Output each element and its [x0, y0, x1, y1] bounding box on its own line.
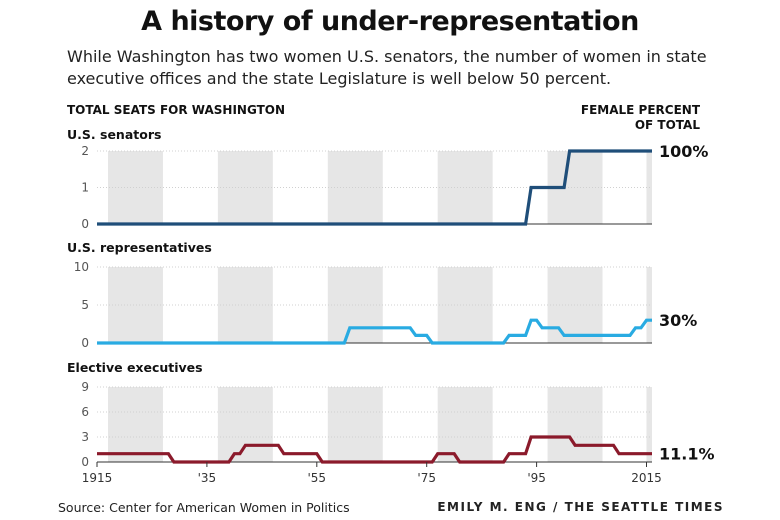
chart-title: A history of under-representation [141, 6, 639, 37]
executives-shaded-band-2 [327, 387, 383, 462]
source-note: Source: Center for American Women in Pol… [58, 500, 350, 515]
x-tick-label-5: 2015 [631, 471, 662, 485]
representatives-shaded-band-4 [547, 267, 603, 343]
representatives-y-tick-2: 10 [74, 260, 89, 274]
x-tick-label-1: '35 [198, 471, 217, 485]
right-header-line-2: OF TOTAL [635, 118, 701, 132]
senators-y-tick-1: 1 [81, 181, 89, 195]
right-header-line-1: FEMALE PERCENT [581, 103, 701, 117]
representatives-shaded-band-0 [107, 267, 163, 343]
representatives-y-tick-0: 0 [81, 336, 89, 350]
senators-panel-title: U.S. senators [67, 127, 161, 142]
senators-y-tick-0: 0 [81, 217, 89, 231]
executives-y-tick-2: 6 [81, 405, 89, 419]
x-tick-label-3: '75 [417, 471, 436, 485]
x-tick-label-0: 1915 [82, 471, 113, 485]
senators-end-label: 100% [659, 142, 708, 161]
senators-shaded-band-3 [437, 151, 493, 224]
executives-shaded-band-5 [646, 387, 652, 462]
executives-y-tick-1: 3 [81, 430, 89, 444]
executives-shaded-band-4 [547, 387, 603, 462]
x-tick-label-4: '95 [527, 471, 546, 485]
credit-line: EMILY M. ENG / THE SEATTLE TIMES [437, 500, 724, 514]
representatives-y-tick-1: 5 [81, 298, 89, 312]
executives-series-line [97, 435, 652, 464]
panel-representatives: 0 5 10 U.S. representatives 30% [67, 240, 697, 350]
panels: 0 1 2 U.S. senators 100% 0 5 10 U.S. representat… [67, 127, 715, 485]
left-header: TOTAL SEATS FOR WASHINGTON [67, 103, 285, 117]
senators-series-line [97, 149, 652, 226]
representatives-shaded-band-3 [437, 267, 493, 343]
representatives-shaded-band-1 [217, 267, 273, 343]
representatives-end-label: 30% [659, 311, 697, 330]
representatives-series-line [97, 318, 652, 345]
executives-shaded-band-3 [437, 387, 493, 462]
x-tick-label-2: '55 [308, 471, 327, 485]
executives-y-tick-3: 9 [81, 380, 89, 394]
panel-executives: 0 3 6 9 Elective executives 11.1% 1915 '35 '55 '7… [67, 360, 715, 485]
chart-subtitle: While Washington has two women U.S. sena… [67, 47, 707, 88]
panel-senators: 0 1 2 U.S. senators 100% [67, 127, 708, 231]
senators-y-tick-2: 2 [81, 144, 89, 158]
executives-y-tick-0: 0 [81, 455, 89, 469]
senators-shaded-band-0 [107, 151, 163, 224]
executives-end-label: 11.1% [659, 445, 715, 464]
executives-shaded-band-1 [217, 387, 273, 462]
executives-panel-title: Elective executives [67, 360, 203, 375]
executives-shaded-band-0 [107, 387, 163, 462]
senators-shaded-band-1 [217, 151, 273, 224]
representatives-panel-title: U.S. representatives [67, 240, 212, 255]
